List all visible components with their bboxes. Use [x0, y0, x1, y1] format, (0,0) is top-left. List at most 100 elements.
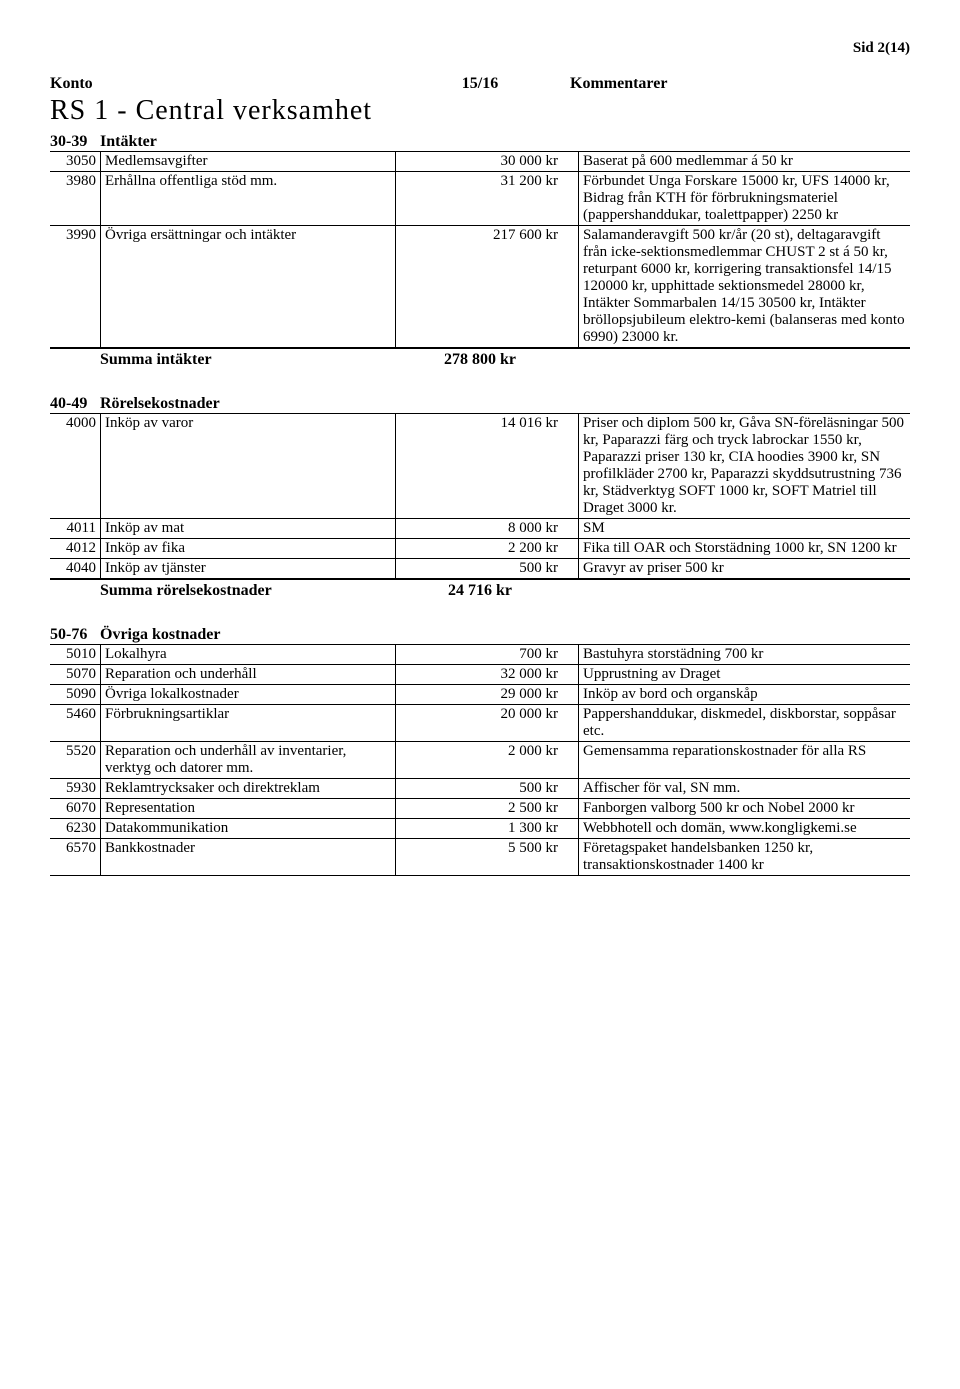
accounts-table: 5010Lokalhyra700 krBastuhyra storstädnin… — [50, 644, 910, 876]
account-comment: Inköp av bord och organskåp — [579, 685, 911, 705]
account-amount: 1 300 kr — [396, 819, 579, 839]
table-row: 4040Inköp av tjänster500 krGravyr av pri… — [50, 559, 910, 579]
sum-value: 24 716 kr — [390, 582, 570, 600]
table-row: 5520Reparation och underhåll av inventar… — [50, 742, 910, 779]
account-desc: Bankkostnader — [101, 839, 396, 876]
account-amount: 2 500 kr — [396, 799, 579, 819]
header-kommentarer: Kommentarer — [570, 75, 910, 93]
section-sum: Summa intäkter278 800 kr — [50, 348, 910, 369]
section-header: 50-76Övriga kostnader — [50, 626, 910, 644]
account-comment: Fika till OAR och Storstädning 1000 kr, … — [579, 539, 911, 559]
page-title: RS 1 - Central verksamhet — [50, 95, 910, 127]
account-desc: Erhållna offentliga stöd mm. — [101, 172, 396, 226]
table-row: 4000Inköp av varor14 016 krPriser och di… — [50, 414, 910, 519]
account-comment: Fanborgen valborg 500 kr och Nobel 2000 … — [579, 799, 911, 819]
table-row: 5930Reklamtrycksaker och direktreklam500… — [50, 779, 910, 799]
account-number: 5090 — [50, 685, 101, 705]
section-code: 40-49 — [50, 395, 100, 413]
table-row: 5010Lokalhyra700 krBastuhyra storstädnin… — [50, 645, 910, 665]
account-amount: 8 000 kr — [396, 519, 579, 539]
table-row: 6070Representation2 500 krFanborgen valb… — [50, 799, 910, 819]
account-number: 6570 — [50, 839, 101, 876]
account-amount: 29 000 kr — [396, 685, 579, 705]
table-row: 4011Inköp av mat8 000 krSM — [50, 519, 910, 539]
table-row: 3050Medlemsavgifter30 000 krBaserat på 6… — [50, 152, 910, 172]
sum-value: 278 800 kr — [390, 351, 570, 369]
section-name: Rörelsekostnader — [100, 395, 910, 413]
account-number: 4000 — [50, 414, 101, 519]
account-number: 4011 — [50, 519, 101, 539]
account-number: 6230 — [50, 819, 101, 839]
table-row: 6230Datakommunikation1 300 krWebbhotell … — [50, 819, 910, 839]
account-number: 5070 — [50, 665, 101, 685]
account-amount: 14 016 kr — [396, 414, 579, 519]
table-row: 5090Övriga lokalkostnader29 000 krInköp … — [50, 685, 910, 705]
account-desc: Lokalhyra — [101, 645, 396, 665]
account-amount: 5 500 kr — [396, 839, 579, 876]
account-desc: Inköp av mat — [101, 519, 396, 539]
account-number: 5930 — [50, 779, 101, 799]
account-number: 4012 — [50, 539, 101, 559]
section-header: 30-39Intäkter — [50, 133, 910, 151]
account-number: 5010 — [50, 645, 101, 665]
account-comment: SM — [579, 519, 911, 539]
section-sum: Summa rörelsekostnader24 716 kr — [50, 579, 910, 600]
account-desc: Representation — [101, 799, 396, 819]
account-comment: Bastuhyra storstädning 700 kr — [579, 645, 911, 665]
account-number: 3980 — [50, 172, 101, 226]
account-desc: Reparation och underhåll — [101, 665, 396, 685]
accounts-table: 3050Medlemsavgifter30 000 krBaserat på 6… — [50, 151, 910, 348]
account-comment: Företagspaket handelsbanken 1250 kr, tra… — [579, 839, 911, 876]
account-number: 4040 — [50, 559, 101, 579]
account-number: 5460 — [50, 705, 101, 742]
account-amount: 30 000 kr — [396, 152, 579, 172]
header-period: 15/16 — [390, 75, 570, 93]
account-desc: Inköp av fika — [101, 539, 396, 559]
table-row: 5460Förbrukningsartiklar20 000 krPappers… — [50, 705, 910, 742]
section-name: Övriga kostnader — [100, 626, 910, 644]
account-desc: Inköp av varor — [101, 414, 396, 519]
account-desc: Medlemsavgifter — [101, 152, 396, 172]
account-amount: 500 kr — [396, 779, 579, 799]
account-amount: 31 200 kr — [396, 172, 579, 226]
account-amount: 2 200 kr — [396, 539, 579, 559]
account-number: 3990 — [50, 226, 101, 348]
header-konto: Konto — [50, 75, 100, 93]
account-comment: Webbhotell och domän, www.kongligkemi.se — [579, 819, 911, 839]
column-header-row: Konto 15/16 Kommentarer — [50, 75, 910, 93]
account-desc: Övriga ersättningar och intäkter — [101, 226, 396, 348]
account-amount: 2 000 kr — [396, 742, 579, 779]
account-comment: Salamanderavgift 500 kr/år (20 st), delt… — [579, 226, 911, 348]
account-comment: Pappershanddukar, diskmedel, diskborstar… — [579, 705, 911, 742]
sum-label: Summa rörelsekostnader — [100, 582, 390, 600]
table-row: 6570Bankkostnader5 500 krFöretagspaket h… — [50, 839, 910, 876]
section-name: Intäkter — [100, 133, 910, 151]
account-number: 3050 — [50, 152, 101, 172]
account-desc: Datakommunikation — [101, 819, 396, 839]
table-row: 3990Övriga ersättningar och intäkter217 … — [50, 226, 910, 348]
account-amount: 500 kr — [396, 559, 579, 579]
section-code: 50-76 — [50, 626, 100, 644]
section-header: 40-49Rörelsekostnader — [50, 395, 910, 413]
section-code: 30-39 — [50, 133, 100, 151]
account-desc: Övriga lokalkostnader — [101, 685, 396, 705]
account-desc: Reklamtrycksaker och direktreklam — [101, 779, 396, 799]
account-comment: Priser och diplom 500 kr, Gåva SN-förelä… — [579, 414, 911, 519]
sum-label: Summa intäkter — [100, 351, 390, 369]
account-comment: Affischer för val, SN mm. — [579, 779, 911, 799]
account-comment: Förbundet Unga Forskare 15000 kr, UFS 14… — [579, 172, 911, 226]
account-comment: Gravyr av priser 500 kr — [579, 559, 911, 579]
account-comment: Baserat på 600 medlemmar á 50 kr — [579, 152, 911, 172]
table-row: 4012Inköp av fika2 200 krFika till OAR o… — [50, 539, 910, 559]
account-amount: 20 000 kr — [396, 705, 579, 742]
account-amount: 700 kr — [396, 645, 579, 665]
account-desc: Förbrukningsartiklar — [101, 705, 396, 742]
account-amount: 32 000 kr — [396, 665, 579, 685]
accounts-table: 4000Inköp av varor14 016 krPriser och di… — [50, 413, 910, 579]
account-comment: Gemensamma reparationskostnader för alla… — [579, 742, 911, 779]
page-number: Sid 2(14) — [50, 40, 910, 57]
account-number: 6070 — [50, 799, 101, 819]
account-comment: Upprustning av Draget — [579, 665, 911, 685]
table-row: 5070Reparation och underhåll32 000 krUpp… — [50, 665, 910, 685]
account-desc: Reparation och underhåll av inventarier,… — [101, 742, 396, 779]
